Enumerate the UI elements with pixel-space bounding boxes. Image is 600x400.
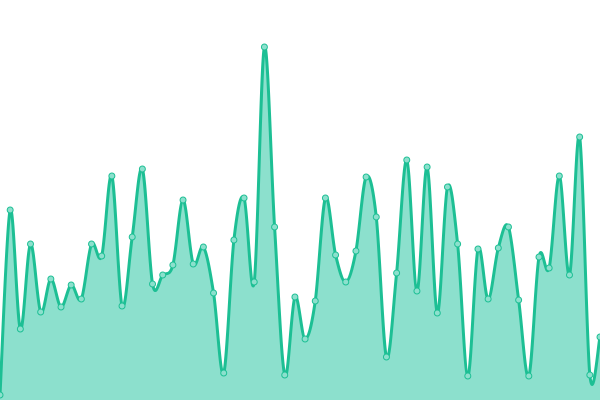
data-point-1 <box>6 206 14 214</box>
data-point-15 <box>149 280 157 288</box>
data-point-34 <box>342 278 350 286</box>
data-point-29 <box>291 293 299 301</box>
data-point-25 <box>250 278 258 286</box>
data-point-50 <box>504 223 512 231</box>
data-point-6 <box>57 303 65 311</box>
data-point-10 <box>98 252 106 260</box>
data-point-30 <box>301 335 309 343</box>
data-point-31 <box>311 297 319 305</box>
data-point-0 <box>0 391 4 399</box>
data-point-7 <box>67 281 75 289</box>
data-point-23 <box>230 236 238 244</box>
data-point-27 <box>271 223 279 231</box>
data-point-47 <box>474 245 482 253</box>
data-point-5 <box>47 275 55 283</box>
data-point-11 <box>108 172 116 180</box>
data-point-44 <box>443 183 451 191</box>
data-point-41 <box>413 287 421 295</box>
data-point-43 <box>433 309 441 317</box>
data-point-22 <box>220 369 228 377</box>
data-point-36 <box>362 173 370 181</box>
data-point-13 <box>128 233 136 241</box>
data-point-21 <box>210 289 218 297</box>
data-point-55 <box>555 172 563 180</box>
data-point-54 <box>545 264 553 272</box>
data-point-42 <box>423 163 431 171</box>
data-point-58 <box>586 371 594 379</box>
data-point-8 <box>77 295 85 303</box>
area-fill <box>0 46 600 400</box>
data-point-16 <box>159 271 167 279</box>
data-point-4 <box>37 308 45 316</box>
data-point-46 <box>464 372 472 380</box>
data-point-51 <box>515 296 523 304</box>
data-point-53 <box>535 253 543 261</box>
data-point-38 <box>382 353 390 361</box>
data-point-12 <box>118 302 126 310</box>
data-point-52 <box>525 372 533 380</box>
data-point-14 <box>138 165 146 173</box>
data-point-9 <box>88 240 96 248</box>
data-point-17 <box>169 261 177 269</box>
data-point-33 <box>332 251 340 259</box>
data-point-37 <box>372 213 380 221</box>
data-point-32 <box>321 194 329 202</box>
data-markers <box>0 43 600 399</box>
data-point-35 <box>352 247 360 255</box>
data-point-59 <box>596 333 600 341</box>
data-point-3 <box>27 240 35 248</box>
data-point-40 <box>403 156 411 164</box>
data-point-45 <box>454 240 462 248</box>
data-point-49 <box>494 244 502 252</box>
data-point-39 <box>393 269 401 277</box>
data-point-24 <box>240 194 248 202</box>
data-point-19 <box>189 260 197 268</box>
data-point-48 <box>484 295 492 303</box>
data-point-2 <box>16 325 24 333</box>
data-point-56 <box>565 271 573 279</box>
data-point-18 <box>179 196 187 204</box>
data-point-57 <box>576 133 584 141</box>
data-point-28 <box>281 371 289 379</box>
data-point-26 <box>260 43 268 51</box>
data-point-20 <box>199 243 207 251</box>
